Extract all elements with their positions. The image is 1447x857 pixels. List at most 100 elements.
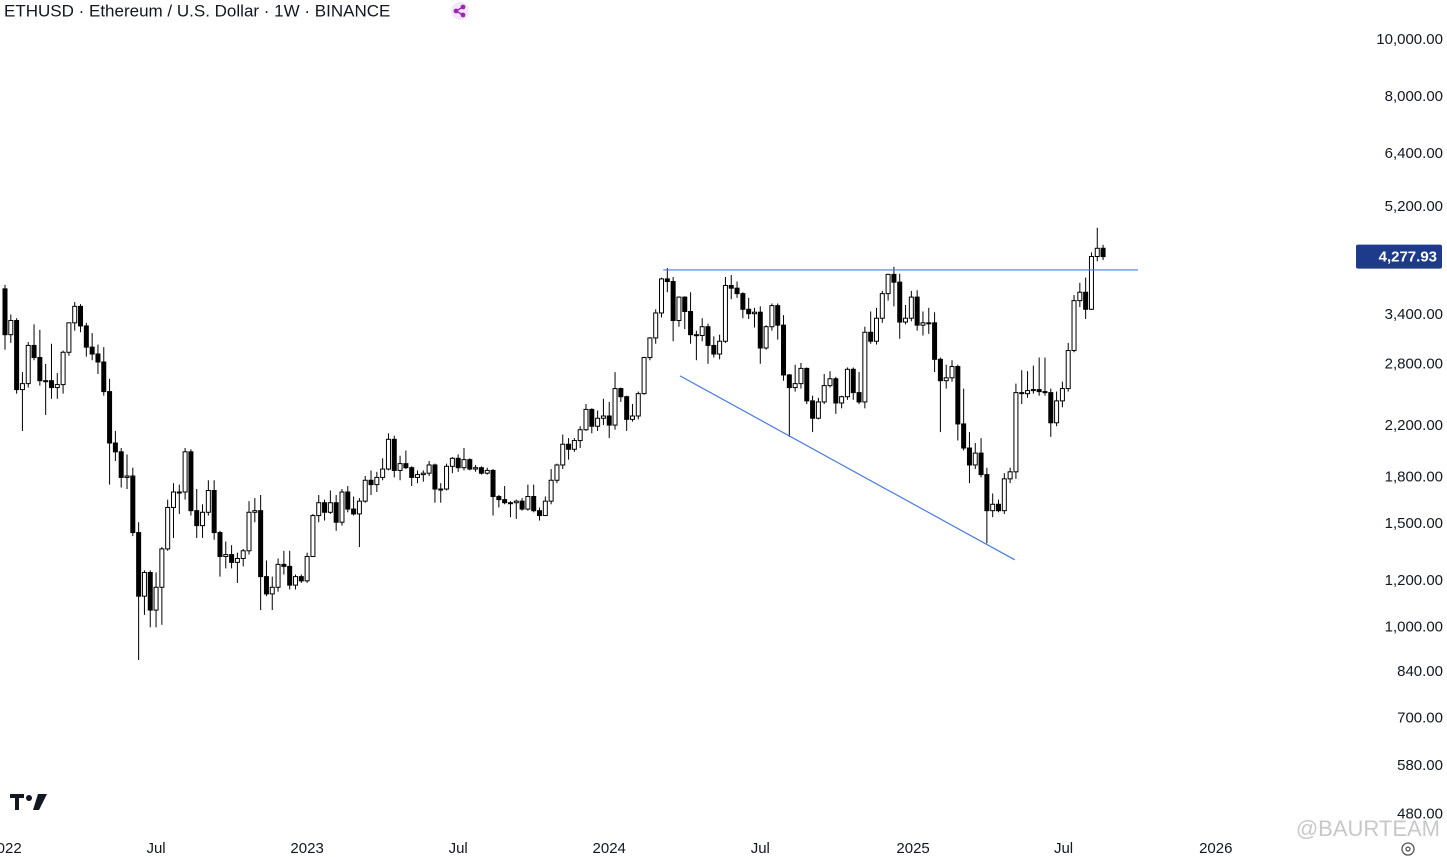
candle-body bbox=[316, 502, 322, 517]
candle-body bbox=[1077, 291, 1083, 302]
candle-body bbox=[292, 576, 298, 586]
candle-body bbox=[589, 408, 595, 427]
candle-body bbox=[815, 401, 821, 419]
candle-body bbox=[362, 479, 368, 502]
candle-body bbox=[66, 322, 72, 353]
candle-body bbox=[200, 511, 206, 527]
candle-body bbox=[722, 284, 728, 342]
candle-body bbox=[205, 489, 211, 513]
share-icon[interactable] bbox=[451, 2, 469, 20]
candle-body bbox=[223, 554, 229, 558]
candle-body bbox=[1042, 391, 1048, 394]
candle-body bbox=[165, 506, 171, 550]
candle-body bbox=[1007, 471, 1013, 480]
candle-body bbox=[345, 491, 351, 510]
candle-body bbox=[862, 331, 868, 403]
candle-body bbox=[676, 296, 682, 322]
candle-body bbox=[769, 305, 775, 328]
price-label: 4,277.93 bbox=[1379, 249, 1437, 266]
candle-body bbox=[920, 322, 926, 326]
candle-body bbox=[83, 325, 89, 348]
candle-body bbox=[391, 438, 397, 471]
y-tick-label: 1,200.00 bbox=[1385, 572, 1443, 589]
candle-body bbox=[2, 288, 8, 336]
y-tick-label: 3,400.00 bbox=[1385, 306, 1443, 323]
candle-body bbox=[409, 467, 415, 478]
candle-body bbox=[461, 459, 467, 469]
candle-body bbox=[850, 368, 856, 394]
candle-body bbox=[426, 464, 432, 474]
candle-body bbox=[1030, 389, 1036, 392]
candle-body bbox=[885, 273, 891, 295]
candle-body bbox=[891, 273, 897, 283]
candle-body bbox=[432, 464, 438, 490]
x-tick-label: 2024 bbox=[593, 840, 626, 857]
candle-body bbox=[107, 391, 113, 444]
candle-body bbox=[1094, 247, 1100, 257]
candle-body bbox=[728, 284, 734, 289]
candle-body bbox=[444, 465, 450, 490]
candle-body bbox=[513, 500, 519, 504]
candle-body bbox=[60, 351, 66, 386]
candle-body bbox=[310, 515, 316, 558]
candle-body bbox=[571, 440, 577, 450]
candle-body bbox=[478, 467, 484, 474]
candle-body bbox=[966, 447, 972, 466]
candle-body bbox=[1025, 390, 1031, 395]
candle-body bbox=[984, 474, 990, 512]
candle-body bbox=[507, 502, 513, 505]
candle-body bbox=[467, 459, 473, 470]
candle-body bbox=[664, 278, 670, 283]
settings-icon[interactable] bbox=[1401, 842, 1415, 856]
candle-body bbox=[269, 586, 275, 595]
candle-body bbox=[449, 457, 455, 467]
candle-body bbox=[821, 385, 827, 403]
candle-body bbox=[1048, 392, 1054, 424]
candle-body bbox=[781, 324, 787, 376]
candle-body bbox=[304, 556, 310, 582]
candle-body bbox=[804, 367, 810, 402]
candle-body bbox=[78, 305, 84, 327]
candle-body bbox=[484, 469, 490, 474]
candle-body bbox=[339, 491, 345, 523]
candle-body bbox=[943, 377, 949, 382]
candle-body bbox=[554, 464, 560, 481]
candle-body bbox=[124, 475, 130, 478]
y-tick-label: 1,500.00 bbox=[1385, 515, 1443, 532]
candle-body bbox=[670, 281, 676, 322]
price-label-box bbox=[1356, 244, 1442, 269]
candle-body bbox=[8, 320, 14, 336]
candle-body bbox=[176, 491, 182, 494]
candle-body bbox=[112, 442, 118, 453]
candle-body bbox=[298, 576, 304, 582]
candle-body bbox=[1065, 350, 1071, 390]
candle-body bbox=[566, 443, 572, 450]
candle-body bbox=[926, 322, 932, 325]
candle-body bbox=[188, 451, 194, 512]
candle-body bbox=[757, 311, 763, 349]
candle-body bbox=[606, 415, 612, 426]
y-tick-label: 10,000.00 bbox=[1376, 31, 1443, 48]
candle-body bbox=[612, 388, 618, 426]
candle-body bbox=[48, 380, 54, 389]
candle-body bbox=[43, 380, 49, 383]
candle-body bbox=[705, 326, 711, 346]
x-tick-label: Jul bbox=[146, 840, 165, 857]
candle-body bbox=[699, 326, 705, 336]
candle-body bbox=[810, 400, 816, 419]
candle-body bbox=[711, 344, 717, 355]
y-tick-label: 2,200.00 bbox=[1385, 417, 1443, 434]
candle-body bbox=[37, 357, 43, 382]
candle-body bbox=[560, 443, 566, 466]
trendline bbox=[679, 375, 1016, 561]
candle-body bbox=[740, 293, 746, 310]
candle-body bbox=[240, 550, 246, 559]
candle-body bbox=[595, 417, 601, 427]
x-tick-label: Jul bbox=[751, 840, 770, 857]
candle-body bbox=[182, 451, 188, 493]
candle-body bbox=[1059, 388, 1065, 402]
candle-body bbox=[1100, 247, 1106, 258]
candle-body bbox=[31, 344, 37, 359]
candle-body bbox=[792, 383, 798, 389]
candle-body bbox=[577, 429, 583, 442]
